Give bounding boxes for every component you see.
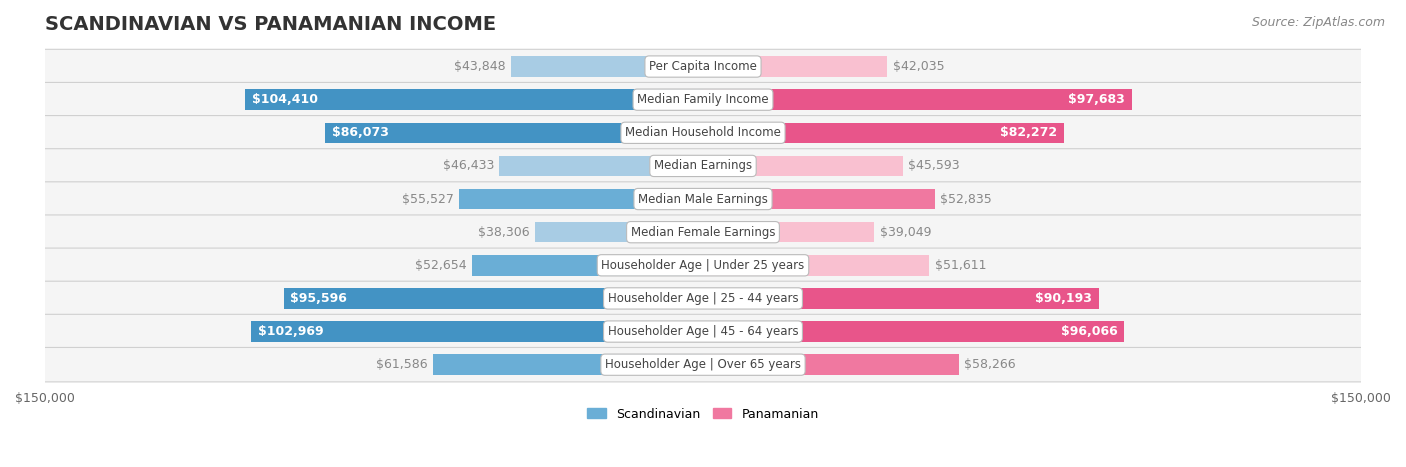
Text: Per Capita Income: Per Capita Income <box>650 60 756 73</box>
FancyBboxPatch shape <box>32 50 1374 84</box>
Bar <box>703 222 875 242</box>
FancyBboxPatch shape <box>32 281 1374 316</box>
Text: Householder Age | 25 - 44 years: Householder Age | 25 - 44 years <box>607 292 799 305</box>
Text: $102,969: $102,969 <box>257 325 323 338</box>
Bar <box>460 189 703 209</box>
FancyBboxPatch shape <box>32 248 1374 283</box>
Bar <box>472 255 703 276</box>
Text: $38,306: $38,306 <box>478 226 530 239</box>
Bar <box>284 288 703 309</box>
Text: $82,272: $82,272 <box>1000 126 1057 139</box>
FancyBboxPatch shape <box>32 347 1374 382</box>
Text: Source: ZipAtlas.com: Source: ZipAtlas.com <box>1251 16 1385 29</box>
Bar <box>703 288 1098 309</box>
Text: Householder Age | 45 - 64 years: Householder Age | 45 - 64 years <box>607 325 799 338</box>
Bar <box>703 122 1064 143</box>
Bar <box>703 354 959 375</box>
Text: $45,593: $45,593 <box>908 159 960 172</box>
FancyBboxPatch shape <box>32 149 1374 183</box>
Text: Median Male Earnings: Median Male Earnings <box>638 192 768 205</box>
Text: $95,596: $95,596 <box>290 292 347 305</box>
Text: $90,193: $90,193 <box>1035 292 1092 305</box>
FancyBboxPatch shape <box>32 314 1374 349</box>
Text: $46,433: $46,433 <box>443 159 494 172</box>
Text: $97,683: $97,683 <box>1069 93 1125 106</box>
Text: $52,835: $52,835 <box>941 192 991 205</box>
Text: $39,049: $39,049 <box>880 226 931 239</box>
Bar <box>245 89 703 110</box>
FancyBboxPatch shape <box>32 215 1374 249</box>
Text: $52,654: $52,654 <box>415 259 467 272</box>
Legend: Scandinavian, Panamanian: Scandinavian, Panamanian <box>582 403 824 425</box>
Text: $51,611: $51,611 <box>935 259 986 272</box>
Text: $86,073: $86,073 <box>332 126 389 139</box>
Text: SCANDINAVIAN VS PANAMANIAN INCOME: SCANDINAVIAN VS PANAMANIAN INCOME <box>45 15 496 34</box>
Bar <box>252 321 703 342</box>
Text: $104,410: $104,410 <box>252 93 318 106</box>
FancyBboxPatch shape <box>32 115 1374 150</box>
FancyBboxPatch shape <box>32 182 1374 216</box>
Text: $55,527: $55,527 <box>402 192 454 205</box>
Text: $43,848: $43,848 <box>454 60 505 73</box>
FancyBboxPatch shape <box>32 83 1374 117</box>
Text: $61,586: $61,586 <box>375 358 427 371</box>
Text: Median Family Income: Median Family Income <box>637 93 769 106</box>
Bar <box>325 122 703 143</box>
Bar <box>499 156 703 176</box>
Bar <box>703 89 1132 110</box>
Bar <box>534 222 703 242</box>
Text: $96,066: $96,066 <box>1062 325 1118 338</box>
Text: $42,035: $42,035 <box>893 60 945 73</box>
Bar <box>703 56 887 77</box>
Bar <box>433 354 703 375</box>
Text: $58,266: $58,266 <box>965 358 1015 371</box>
Bar <box>703 189 935 209</box>
Text: Median Earnings: Median Earnings <box>654 159 752 172</box>
Text: Median Female Earnings: Median Female Earnings <box>631 226 775 239</box>
Bar <box>703 321 1125 342</box>
Bar <box>703 156 903 176</box>
Text: Householder Age | Over 65 years: Householder Age | Over 65 years <box>605 358 801 371</box>
Text: Median Household Income: Median Household Income <box>626 126 780 139</box>
Text: Householder Age | Under 25 years: Householder Age | Under 25 years <box>602 259 804 272</box>
Bar <box>703 255 929 276</box>
Bar <box>510 56 703 77</box>
